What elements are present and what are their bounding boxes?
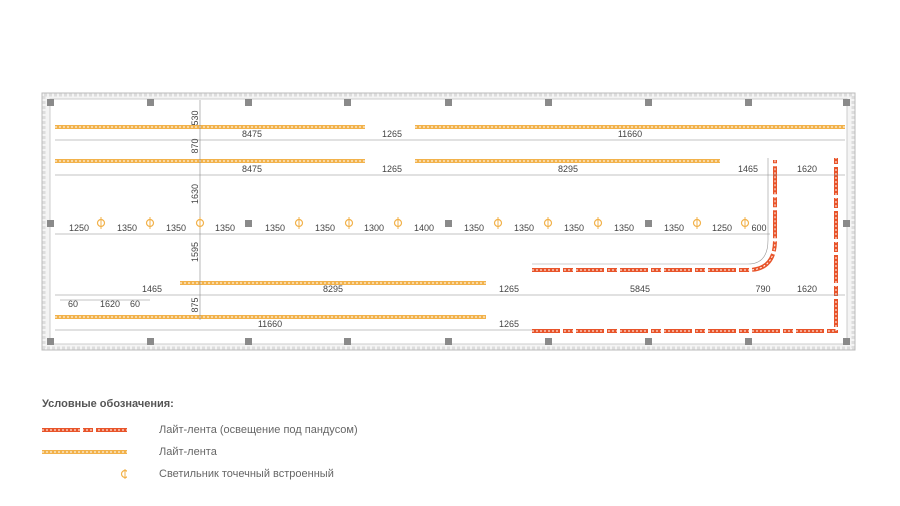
dim-r2-4: 1620 (797, 164, 817, 174)
dimension-labels: 8475 1265 11660 8475 1265 8295 1465 1620… (68, 110, 817, 329)
dim-r3-5: 1350 (315, 223, 335, 233)
dim-r3-13: 1250 (712, 223, 732, 233)
column-bottom-4 (445, 338, 452, 345)
dim-r4-1: 8295 (323, 284, 343, 294)
column-top-4 (445, 99, 452, 106)
column-bottom-2 (245, 338, 252, 345)
column-side-0 (47, 220, 54, 227)
columns (47, 99, 850, 345)
column-mid-1 (445, 220, 452, 227)
dimension-lines (55, 100, 845, 331)
dim-r4-3: 5845 (630, 284, 650, 294)
column-bottom-5 (545, 338, 552, 345)
dim-r2-3: 1465 (738, 164, 758, 174)
dim-r3-11: 1350 (614, 223, 634, 233)
ramp-light-strip (532, 158, 838, 333)
dim-r2-2: 8295 (558, 164, 578, 174)
legend: Условные обозначения: Лайт-лента (освеще… (42, 398, 358, 485)
column-top-6 (645, 99, 652, 106)
column-bottom-7 (745, 338, 752, 345)
column-bottom-6 (645, 338, 652, 345)
dim-r1-0: 8475 (242, 129, 262, 139)
dim-r3-2: 1350 (166, 223, 186, 233)
floor-plan: 8475 1265 11660 8475 1265 8295 1465 1620… (41, 92, 856, 351)
dim-small-2: 60 (130, 299, 140, 309)
dim-r4-5: 1620 (797, 284, 817, 294)
dim-r1-2: 11660 (618, 129, 642, 139)
dim-r3-7: 1400 (414, 223, 434, 233)
wall-hatch (42, 93, 855, 350)
legend-label-ramp-strip: Лайт-лента (освещение под пандусом) (159, 424, 358, 436)
dim-r3-0: 1250 (69, 223, 89, 233)
legend-label-spot: Светильник точечный встроенный (159, 468, 334, 480)
column-mid-0 (245, 220, 252, 227)
dim-r3-8: 1350 (464, 223, 484, 233)
strip-sample-icon (42, 447, 127, 457)
column-mid-2 (645, 220, 652, 227)
ramp-strip-core (532, 160, 776, 271)
light-strips (55, 125, 845, 319)
legend-item-spot: Светильник точечный встроенный (42, 463, 358, 485)
dim-v-4: 875 (190, 297, 200, 312)
legend-item-ramp-strip: Лайт-лента (освещение под пандусом) (42, 419, 358, 441)
column-bottom-1 (147, 338, 154, 345)
dim-r3-9: 1350 (514, 223, 534, 233)
column-bottom-8 (843, 338, 850, 345)
column-side-1 (843, 220, 850, 227)
dim-r5-0: 11660 (258, 319, 282, 329)
dim-r2-0: 8475 (242, 164, 262, 174)
dim-r1-1: 1265 (382, 129, 402, 139)
column-top-7 (745, 99, 752, 106)
dim-v-1: 870 (190, 138, 200, 153)
spot-lights (96, 217, 750, 229)
dim-small-1: 1620 (100, 299, 120, 309)
column-top-2 (245, 99, 252, 106)
column-top-3 (344, 99, 351, 106)
dim-r3-1: 1350 (117, 223, 137, 233)
dim-r4-2: 1265 (499, 284, 519, 294)
dim-r2-1: 1265 (382, 164, 402, 174)
dim-r5-1: 1265 (499, 319, 519, 329)
dim-v-3: 1595 (190, 242, 200, 262)
legend-title: Условные обозначения: (42, 398, 174, 410)
column-top-5 (545, 99, 552, 106)
legend-item-strip: Лайт-лента (42, 441, 358, 463)
ramp-strip-outer-core (532, 158, 837, 332)
dim-v-2: 1630 (190, 184, 200, 204)
dim-r3-3: 1350 (215, 223, 235, 233)
dim-r3-4: 1350 (265, 223, 285, 233)
dim-r4-0: 1465 (142, 284, 162, 294)
dim-v-0: 530 (190, 110, 200, 125)
dim-small-0: 60 (68, 299, 78, 309)
dim-r4-4: 790 (755, 284, 770, 294)
column-top-8 (843, 99, 850, 106)
dim-r3-10: 1350 (564, 223, 584, 233)
ramp-strip-sample-icon (42, 425, 127, 435)
column-bottom-0 (47, 338, 54, 345)
column-top-1 (147, 99, 154, 106)
dim-r3-12: 1350 (664, 223, 684, 233)
spot-light-sample-icon (42, 469, 130, 479)
column-bottom-3 (344, 338, 351, 345)
legend-label-strip: Лайт-лента (159, 446, 217, 458)
dim-r3-6: 1300 (364, 223, 384, 233)
column-top-0 (47, 99, 54, 106)
dim-r3-14: 600 (751, 223, 766, 233)
ramp-edge (532, 158, 769, 265)
